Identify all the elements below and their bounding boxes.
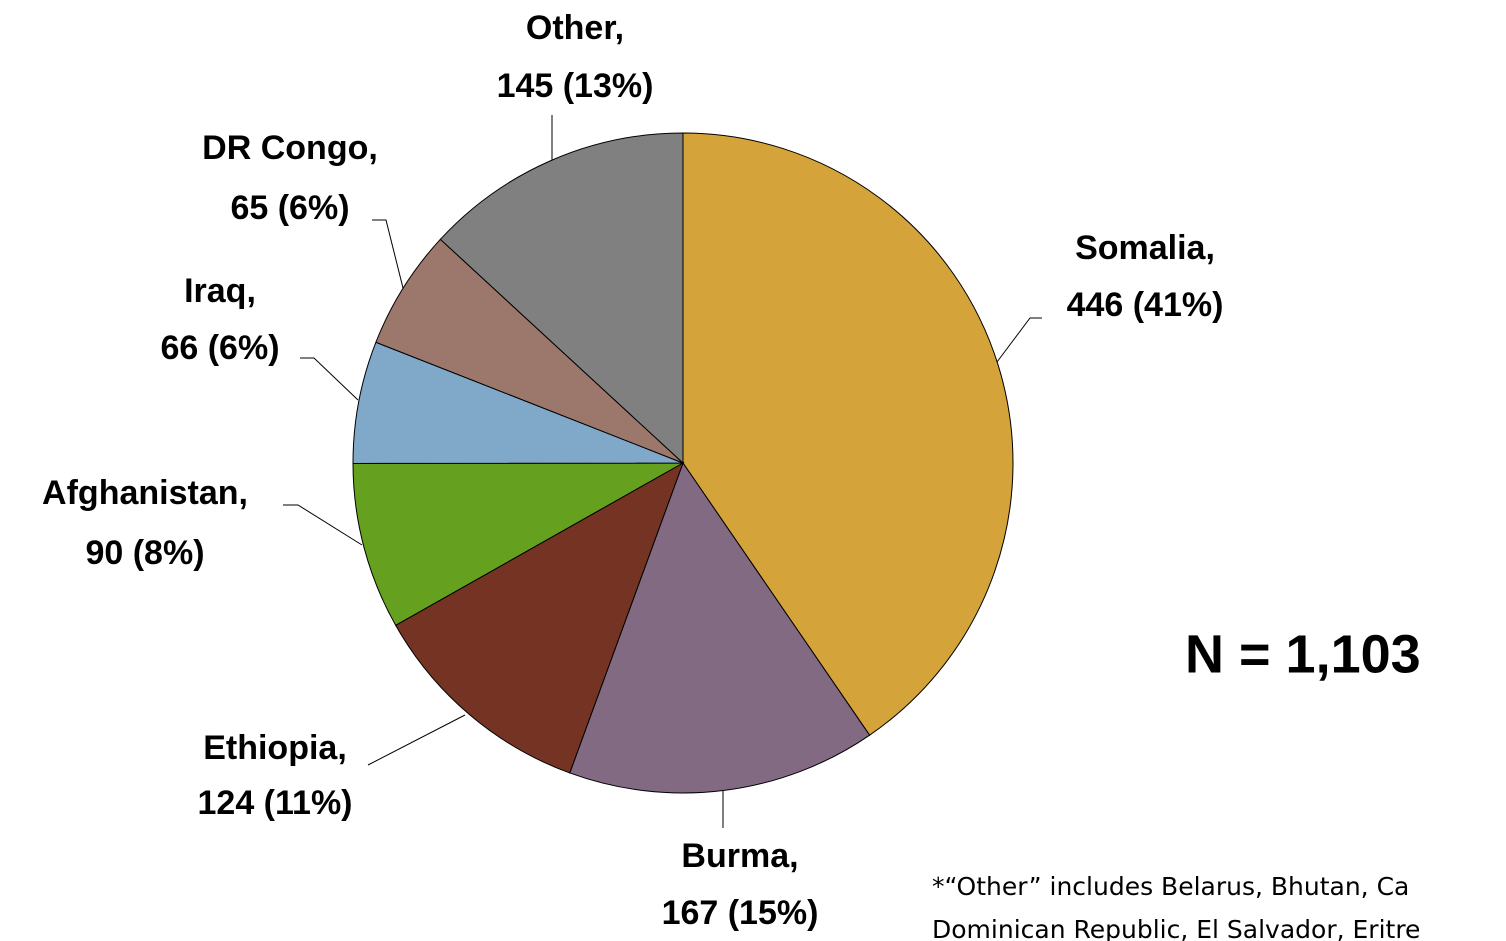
slice-label: Burma, xyxy=(681,837,798,875)
slice-value-label: 145 (13%) xyxy=(497,67,654,105)
footnote: Dominican Republic, El Salvador, Eritre xyxy=(932,915,1420,941)
annotation: N = 1,103 xyxy=(1185,624,1421,684)
slice-value-label: 167 (15%) xyxy=(662,894,819,932)
slice-value-label: 446 (41%) xyxy=(1067,286,1224,324)
leader-line xyxy=(300,357,359,401)
slice-label: Somalia, xyxy=(1075,229,1215,267)
pie-slice xyxy=(569,461,871,794)
slice-value-label: 66 (6%) xyxy=(160,329,279,367)
slice-label: Afghanistan, xyxy=(42,474,248,512)
leader-line xyxy=(367,714,466,766)
footnote: *“Other” includes Belarus, Bhutan, Ca xyxy=(932,872,1409,901)
slice-label: Other, xyxy=(526,9,624,47)
slice-label: Ethiopia, xyxy=(203,729,347,767)
pie-slice xyxy=(439,132,684,465)
slice-value-label: 65 (6%) xyxy=(230,189,349,227)
pie-slice xyxy=(352,341,684,464)
leader-line xyxy=(372,219,404,289)
leader-line xyxy=(996,317,1042,363)
slice-value-label: 90 (8%) xyxy=(85,534,204,572)
pie-slice xyxy=(394,461,684,774)
leader-line xyxy=(283,504,363,546)
pie-slice xyxy=(352,462,685,626)
slice-value-label: 124 (11%) xyxy=(198,784,353,822)
slice-label: DR Congo, xyxy=(202,129,378,167)
pie-slice xyxy=(682,132,1014,736)
slice-label: Iraq, xyxy=(184,272,256,310)
